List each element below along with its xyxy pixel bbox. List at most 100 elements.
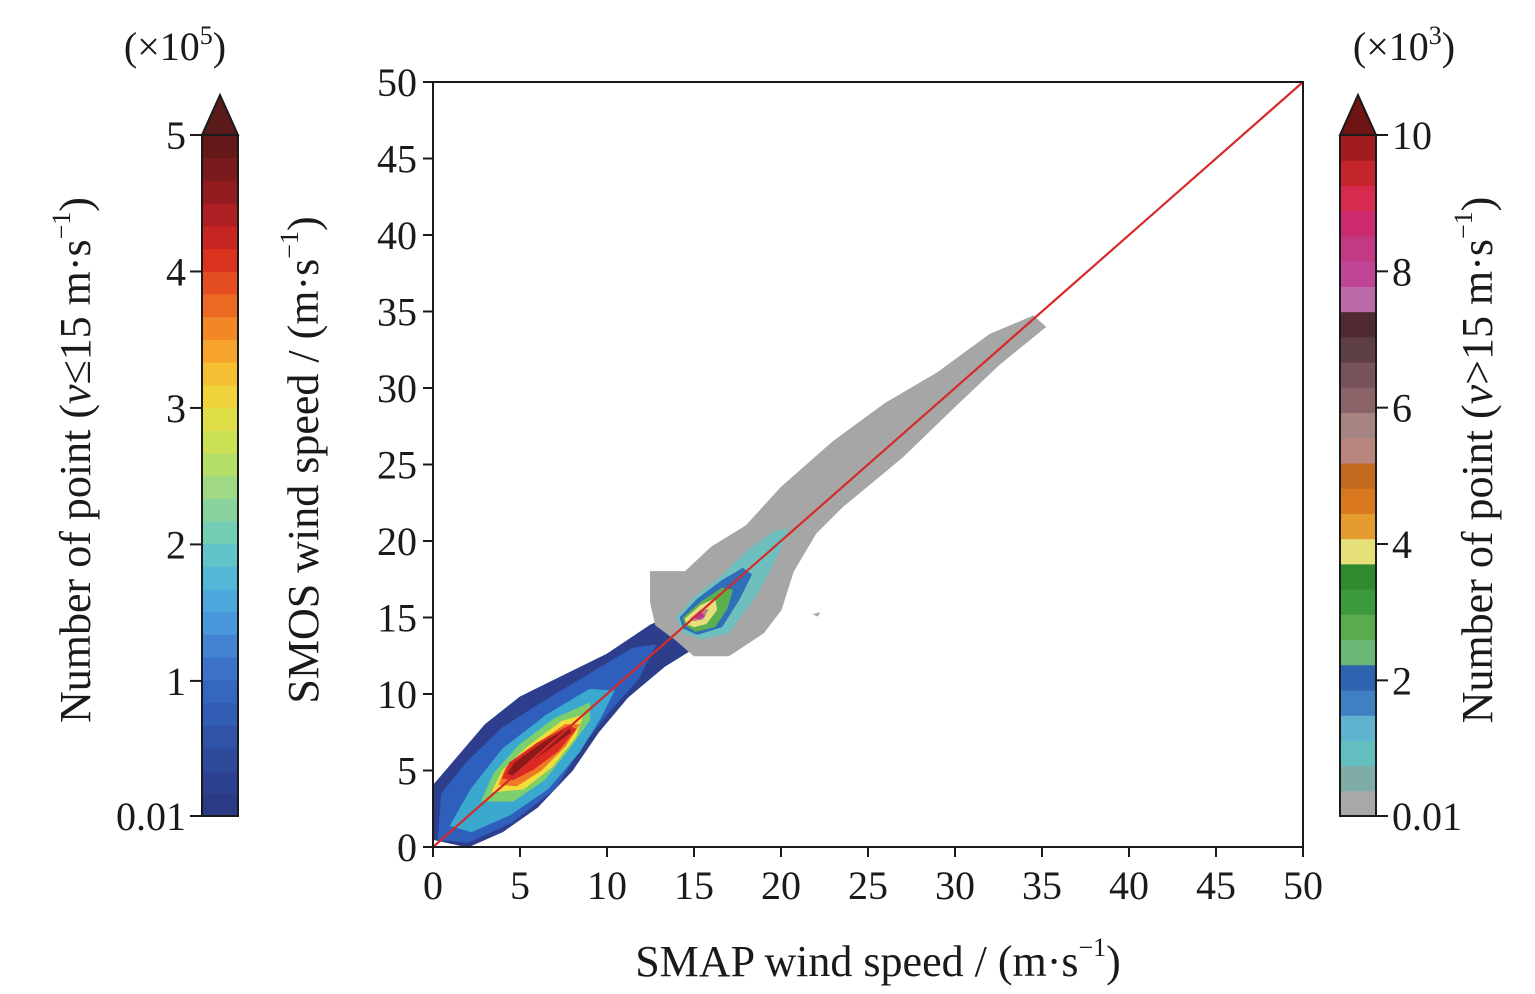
colorbar-low-speed-segment-4: [202, 702, 238, 726]
y-tick-label-0: 0: [397, 825, 417, 870]
colorbar-high-speed-exponent-sup: 3: [1429, 21, 1442, 50]
colorbar-low-speed-tick-label-4: 4: [166, 249, 186, 294]
x-axis-label: SMAP wind speed / (m·s−1): [635, 933, 1121, 986]
x-tick-label-35: 35: [1022, 863, 1062, 908]
colorbar-high-speed-segment-15: [1340, 412, 1376, 439]
y-axis-label-sup: −1: [275, 231, 304, 259]
x-tick-label-30: 30: [935, 863, 975, 908]
colorbar-high-speed-segment-10: [1340, 538, 1376, 565]
x-axis-label-close: ): [1106, 937, 1121, 986]
colorbar-high-speed-segment-17: [1340, 362, 1376, 388]
colorbar-low-speed-segment-6: [202, 657, 238, 681]
colorbar-low-speed-segment-22: [202, 293, 238, 318]
y-tick-label-30: 30: [377, 366, 417, 411]
colorbar-high-speed-segment-14: [1340, 437, 1376, 464]
colorbar-high-speed-segment-23: [1340, 210, 1376, 237]
colorbar-high-speed-tick-label-2: 2: [1392, 658, 1412, 703]
colorbar-low-speed-segment-16: [202, 430, 238, 454]
y-tick-label-15: 15: [377, 596, 417, 641]
colorbar-low-speed-segment-29: [202, 135, 238, 159]
colorbar-low-speed-segment-20: [202, 339, 238, 363]
colorbar-low-speed-tick-label-2: 2: [166, 522, 186, 567]
colorbar-high-speed-label-var: v: [1453, 384, 1502, 404]
colorbar-low-speed-segment-3: [202, 725, 238, 749]
y-tick-label-50: 50: [377, 60, 417, 105]
colorbar-low-speed-exponent-sup: 5: [200, 21, 213, 50]
colorbar-low-speed-exponent-suffix: ): [213, 24, 226, 69]
colorbar-low-speed-tick-label-3: 3: [166, 386, 186, 431]
colorbar-high-speed-segment-16: [1340, 387, 1376, 414]
colorbar-high-speed-segment-1: [1340, 765, 1376, 792]
colorbar-low-speed-tick-label-0-01: 0.01: [116, 794, 186, 839]
colorbar-low-speed-segment-25: [202, 225, 238, 250]
colorbar-high-speed-tick-label-8: 8: [1392, 249, 1412, 294]
colorbar-high-speed-segment-20: [1340, 286, 1376, 313]
x-tick-label-25: 25: [848, 863, 888, 908]
x-axis-label-text: SMAP wind speed / (m·s: [635, 937, 1078, 986]
colorbar-high-speed-segment-8: [1340, 589, 1376, 615]
x-tick-label-10: 10: [587, 863, 627, 908]
x-axis-ticks: 0 5 10 15 20 25 30 35 40 45 50: [423, 847, 1323, 908]
colorbar-high-speed-label: Number of point (v>15 m·s−1): [1449, 197, 1502, 724]
colorbar-low-speed-segment-26: [202, 203, 238, 227]
colorbar-high-speed-segment-2: [1340, 740, 1376, 767]
colorbar-high-speed-segment-4: [1340, 689, 1376, 716]
colorbar-low-speed-segments: [200, 92, 240, 817]
colorbar-low-speed-segment-21: [202, 316, 238, 340]
colorbar-low-speed-segment-0: [202, 793, 238, 817]
colorbar-low-speed-exponent-prefix: (×10: [124, 24, 200, 69]
x-tick-label-20: 20: [761, 863, 801, 908]
colorbar-high-speed-label-sup: −1: [1449, 211, 1478, 239]
colorbar-low-speed-segment-23: [202, 271, 238, 295]
colorbar-low-speed-segment-2: [202, 747, 238, 772]
colorbar-high-speed-segment-11: [1340, 513, 1376, 540]
colorbar-high-speed-exponent: (×103): [1353, 21, 1455, 69]
colorbar-high-speed-segment-9: [1340, 563, 1376, 590]
colorbar-high-speed-segment-6: [1340, 639, 1376, 666]
colorbar-high-speed-segment-7: [1340, 614, 1376, 641]
colorbar-low-speed-outline: [201, 135, 239, 817]
colorbar-high-speed-segment-12: [1340, 488, 1376, 514]
y-axis-label-text: SMOS wind speed / (m·s: [279, 259, 328, 704]
colorbar-low-speed-label-sup: −1: [47, 212, 76, 240]
colorbar-low-speed-segment-12: [202, 520, 238, 545]
colorbar-high-speed-ticks: 0.01 2 4 6 8 10: [1376, 113, 1462, 839]
y-tick-label-35: 35: [377, 290, 417, 335]
colorbar-high-speed-tick-label-0-01: 0.01: [1392, 794, 1462, 839]
colorbar-high-speed-extend-arrow: [1338, 92, 1378, 136]
colorbar-low-speed-ticks: 0.01 1 2 3 4 5: [116, 113, 202, 839]
colorbar-low-speed-segment-14: [202, 475, 238, 499]
x-tick-label-40: 40: [1109, 863, 1149, 908]
colorbar-high-speed-segment-0: [1340, 790, 1376, 817]
x-tick-label-15: 15: [674, 863, 714, 908]
colorbar-low-speed-label-cond: ≤15 m·s: [51, 239, 100, 384]
colorbar-high-speed-tick-label-4: 4: [1392, 522, 1412, 567]
colorbar-low-speed-label-var: v: [51, 384, 100, 404]
colorbar-high-speed-segment-18: [1340, 336, 1376, 363]
y-tick-label-40: 40: [377, 213, 417, 258]
colorbar-high-speed-exponent-prefix: (×10: [1353, 24, 1429, 69]
colorbar-low-speed-label-text: Number of point (: [51, 404, 100, 723]
x-axis-label-sup: −1: [1078, 933, 1106, 962]
x-tick-label-50: 50: [1283, 863, 1323, 908]
y-axis-label: SMOS wind speed / (m·s−1): [275, 216, 328, 703]
colorbar-high-speed-segment-13: [1340, 462, 1376, 489]
colorbar-low-speed-segment-24: [202, 248, 238, 272]
colorbar-low-speed-segment-7: [202, 634, 238, 658]
y-tick-label-25: 25: [377, 443, 417, 488]
colorbar-high-speed-segment-25: [1340, 160, 1376, 187]
colorbar-high-speed-label-cond: >15 m·s: [1453, 239, 1502, 385]
colorbar-high-speed-label-text: Number of point (: [1453, 404, 1502, 723]
colorbar-low-speed-tick-label-5: 5: [166, 113, 186, 158]
y-tick-label-10: 10: [377, 672, 417, 717]
colorbar-low-speed-segment-15: [202, 452, 238, 477]
colorbar-high-speed-tick-label-10: 10: [1392, 113, 1432, 158]
colorbar-low-speed-segment-19: [202, 362, 238, 386]
colorbar-low-speed-segment-11: [202, 543, 238, 567]
colorbar-low-speed-extend-arrow: [200, 92, 240, 136]
colorbar-high-speed-segment-19: [1340, 311, 1376, 338]
colorbar-low-speed-segment-18: [202, 384, 238, 408]
colorbar-low-speed-exponent: (×105): [124, 21, 226, 69]
colorbar-high-speed-segment-3: [1340, 715, 1376, 741]
colorbar-low-speed-segment-1: [202, 770, 238, 794]
